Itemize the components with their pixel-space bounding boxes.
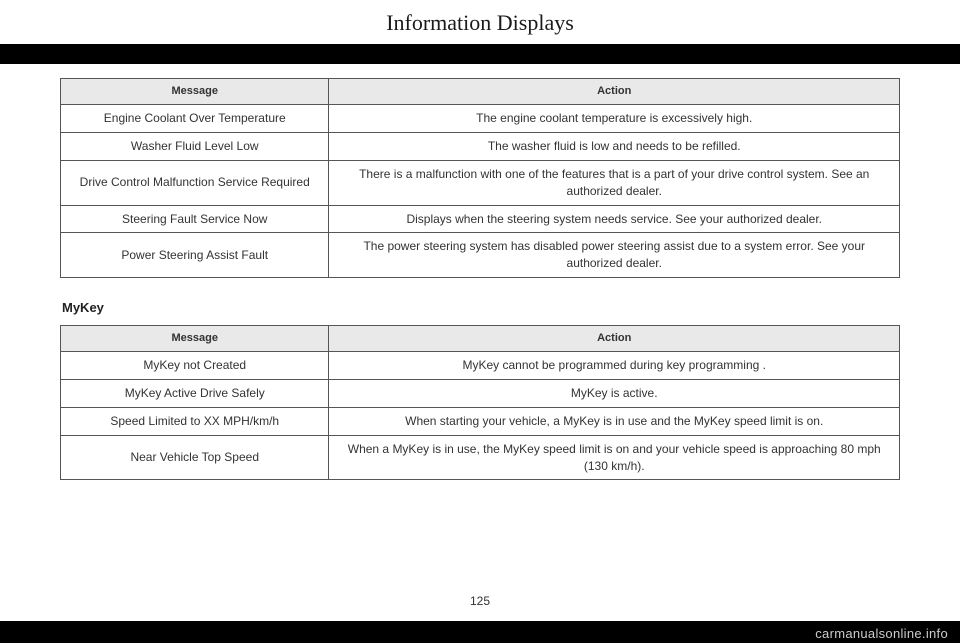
mykey-messages-table: Message Action MyKey not Created MyKey c… <box>60 325 900 480</box>
cell-message: Drive Control Malfunction Service Requir… <box>61 160 329 205</box>
cell-action: MyKey is active. <box>329 380 900 408</box>
table-header-row: Message Action <box>61 79 900 105</box>
table-row: Power Steering Assist Fault The power st… <box>61 233 900 278</box>
mykey-heading: MyKey <box>62 300 900 315</box>
content-area: Message Action Engine Coolant Over Tempe… <box>0 64 960 480</box>
cell-message: Near Vehicle Top Speed <box>61 435 329 480</box>
cell-action: There is a malfunction with one of the f… <box>329 160 900 205</box>
table-row: MyKey Active Drive Safely MyKey is activ… <box>61 380 900 408</box>
header-message: Message <box>61 325 329 351</box>
cell-action: The washer fluid is low and needs to be … <box>329 133 900 161</box>
cell-action: When starting your vehicle, a MyKey is i… <box>329 407 900 435</box>
table-row: Speed Limited to XX MPH/km/h When starti… <box>61 407 900 435</box>
table-row: Washer Fluid Level Low The washer fluid … <box>61 133 900 161</box>
page-number: 125 <box>0 594 960 608</box>
cell-action: The power steering system has disabled p… <box>329 233 900 278</box>
cell-message: Steering Fault Service Now <box>61 205 329 233</box>
header-action: Action <box>329 79 900 105</box>
header-action: Action <box>329 325 900 351</box>
cell-action: MyKey cannot be programmed during key pr… <box>329 352 900 380</box>
cell-action: When a MyKey is in use, the MyKey speed … <box>329 435 900 480</box>
cell-message: MyKey not Created <box>61 352 329 380</box>
maintenance-messages-table: Message Action Engine Coolant Over Tempe… <box>60 78 900 278</box>
cell-message: MyKey Active Drive Safely <box>61 380 329 408</box>
table-row: Steering Fault Service Now Displays when… <box>61 205 900 233</box>
cell-message: Engine Coolant Over Temperature <box>61 105 329 133</box>
table-row: Near Vehicle Top Speed When a MyKey is i… <box>61 435 900 480</box>
watermark: carmanualsonline.info <box>815 626 948 641</box>
cell-message: Washer Fluid Level Low <box>61 133 329 161</box>
page-title: Information Displays <box>0 0 960 44</box>
cell-message: Power Steering Assist Fault <box>61 233 329 278</box>
table-header-row: Message Action <box>61 325 900 351</box>
table-row: Engine Coolant Over Temperature The engi… <box>61 105 900 133</box>
cell-action: Displays when the steering system needs … <box>329 205 900 233</box>
cell-action: The engine coolant temperature is excess… <box>329 105 900 133</box>
table-row: MyKey not Created MyKey cannot be progra… <box>61 352 900 380</box>
cell-message: Speed Limited to XX MPH/km/h <box>61 407 329 435</box>
header-message: Message <box>61 79 329 105</box>
top-black-band <box>0 44 960 64</box>
table-row: Drive Control Malfunction Service Requir… <box>61 160 900 205</box>
